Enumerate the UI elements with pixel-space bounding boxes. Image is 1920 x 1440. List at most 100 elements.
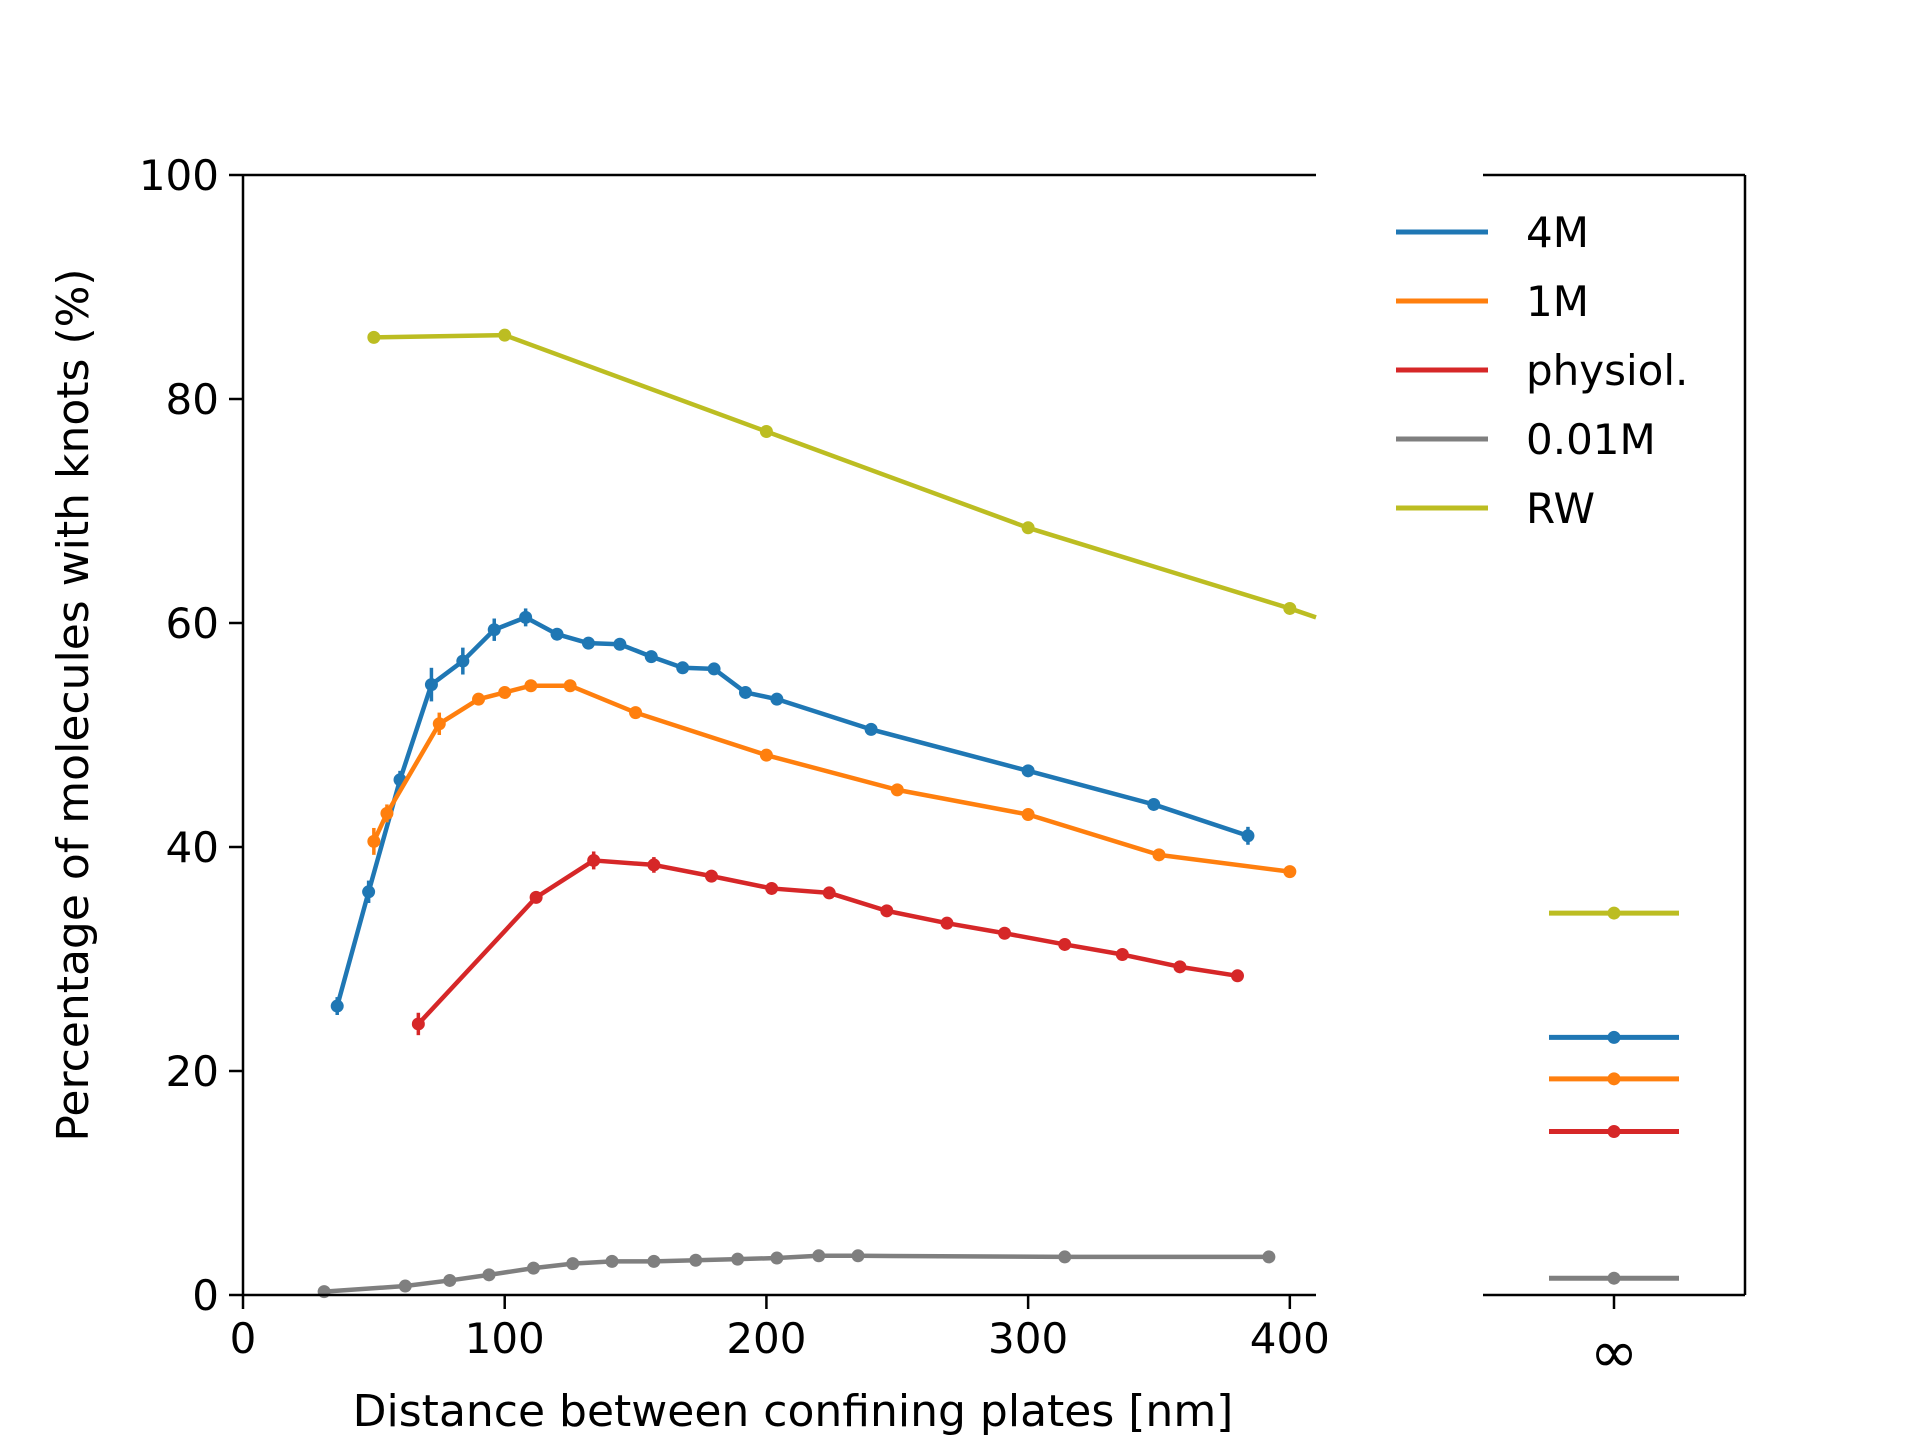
data-point xyxy=(487,623,501,637)
data-point xyxy=(472,692,486,706)
y-tick-label: 0 xyxy=(192,1271,219,1320)
data-point xyxy=(940,916,954,930)
data-point xyxy=(1152,848,1166,862)
data-point xyxy=(613,637,627,651)
data-point xyxy=(759,748,773,762)
data-point xyxy=(529,890,543,904)
data-point xyxy=(367,834,381,848)
legend-label: 1M xyxy=(1526,277,1589,326)
legend-item-1m: 1M xyxy=(1396,277,1589,326)
data-point xyxy=(1241,829,1255,843)
data-point xyxy=(1262,1250,1276,1264)
data-point xyxy=(1283,865,1297,879)
x-tick-label: 100 xyxy=(465,1314,545,1363)
series-line-physiol xyxy=(416,858,1238,1026)
data-point xyxy=(812,1249,826,1263)
data-point xyxy=(1115,948,1129,962)
data-point xyxy=(647,1254,661,1268)
data-point xyxy=(1021,764,1035,778)
legend: 4M 1M physiol. 0.01M RW xyxy=(1396,208,1688,533)
data-point xyxy=(587,853,601,867)
data-point xyxy=(676,661,690,675)
data-point xyxy=(380,806,394,820)
legend-label: 4M xyxy=(1526,208,1589,257)
legend-item-rw: RW xyxy=(1396,484,1595,533)
data-point xyxy=(998,926,1012,940)
legend-item-4m: 4M xyxy=(1396,208,1589,257)
main-grid-layer xyxy=(317,0,1482,1440)
series-line-0-01m xyxy=(323,1253,1269,1294)
data-point xyxy=(424,678,438,692)
series-0-01m xyxy=(317,1249,1276,1299)
data-point xyxy=(880,904,894,918)
inf-point-4m xyxy=(1607,1030,1621,1044)
y-axis-title: Percentage of molecules with knots (%) xyxy=(48,268,99,1141)
inf-point-physiol xyxy=(1607,1124,1621,1138)
legend-label: RW xyxy=(1526,484,1595,533)
legend-item-0-01m: 0.01M xyxy=(1396,415,1656,464)
legend-label: 0.01M xyxy=(1526,415,1656,464)
data-point xyxy=(411,1017,425,1031)
data-point xyxy=(526,1261,540,1275)
data-point xyxy=(1173,960,1187,974)
x-axis-title: Distance between confining plates [nm] xyxy=(353,1386,1234,1437)
data-point xyxy=(1147,797,1161,811)
inf-point-rw xyxy=(1607,906,1621,920)
data-point xyxy=(566,1257,580,1271)
data-point xyxy=(689,1253,703,1267)
x-tick-label: 300 xyxy=(988,1314,1068,1363)
data-point xyxy=(629,706,643,720)
data-point xyxy=(759,424,773,438)
x-tick-label: 200 xyxy=(726,1314,806,1363)
data-point xyxy=(1021,808,1035,822)
series-1m xyxy=(367,679,1297,879)
data-point xyxy=(550,627,564,641)
data-point xyxy=(443,1273,457,1287)
data-point xyxy=(563,679,577,693)
series-line-rw xyxy=(373,332,1317,620)
data-point xyxy=(770,692,784,706)
data-point xyxy=(398,1279,412,1293)
data-point xyxy=(519,610,533,624)
series-rw xyxy=(367,328,1317,620)
series-physiol xyxy=(411,851,1244,1036)
y-tick-label: 100 xyxy=(139,151,219,200)
data-point xyxy=(647,858,661,872)
data-point xyxy=(1021,521,1035,535)
data-point xyxy=(1058,937,1072,951)
data-point xyxy=(851,1249,865,1263)
data-point xyxy=(498,328,512,342)
series-line-1m xyxy=(371,683,1291,874)
data-point xyxy=(738,685,752,699)
data-point xyxy=(1230,969,1244,983)
y-tick-label: 80 xyxy=(166,375,219,424)
data-point xyxy=(456,654,470,668)
data-point xyxy=(1283,601,1297,615)
inf-panel xyxy=(1483,173,1747,1309)
x-tick-label: 0 xyxy=(230,1314,257,1363)
y-tick-label: 20 xyxy=(166,1047,219,1096)
legend-item-physiol: physiol. xyxy=(1396,346,1688,395)
legend-label: physiol. xyxy=(1526,346,1688,395)
data-point xyxy=(707,662,721,676)
data-point xyxy=(1058,1250,1072,1264)
data-point xyxy=(864,722,878,736)
series-4m xyxy=(330,608,1255,1015)
y-tick-label: 60 xyxy=(166,599,219,648)
data-point xyxy=(330,999,344,1013)
inf-point-0-01m xyxy=(1607,1271,1621,1285)
data-point xyxy=(581,636,595,650)
data-point xyxy=(367,330,381,344)
data-point xyxy=(524,679,538,693)
x-tick-label: 400 xyxy=(1250,1314,1330,1363)
data-point xyxy=(731,1252,745,1266)
data-point xyxy=(765,881,779,895)
data-point xyxy=(644,650,658,664)
data-point xyxy=(704,869,718,883)
y-tick-label: 40 xyxy=(166,823,219,872)
data-point xyxy=(770,1251,784,1265)
data-point xyxy=(482,1268,496,1282)
data-point xyxy=(362,885,376,899)
data-point xyxy=(890,783,904,797)
panel-gap xyxy=(1317,0,1482,1440)
